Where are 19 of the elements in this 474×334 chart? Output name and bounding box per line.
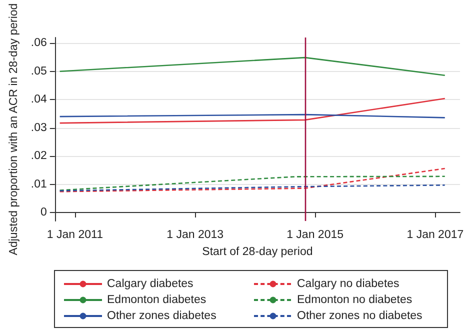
y-axis-title: Adjusted proportion with an ACR in 28-day period (8, 3, 20, 256)
y-tick-label: .02 (30, 150, 47, 162)
x-axis-title: Start of 28-day period (202, 246, 313, 258)
x-tick-label: 1 Jan 2017 (406, 229, 464, 241)
legend-label: Edmonton diabetes (107, 294, 206, 306)
legend-label: Calgary no diabetes (297, 278, 400, 290)
y-tick-label: .04 (30, 94, 48, 106)
y-tick-label: .06 (30, 37, 47, 50)
x-tick-label: 1 Jan 2013 (166, 229, 224, 241)
legend-label: Other zones diabetes (107, 310, 217, 322)
y-tick-label: .03 (30, 122, 47, 134)
x-tick-label: 1 Jan 2015 (286, 229, 344, 241)
legend-label: Other zones no diabetes (297, 310, 423, 322)
x-tick-label: 1 Jan 2011 (46, 229, 103, 241)
legend-label: Calgary diabetes (107, 278, 194, 290)
y-tick-label: 0 (40, 206, 47, 219)
y-tick-label: .01 (30, 178, 47, 190)
legend-label: Edmonton no diabetes (297, 294, 412, 306)
y-tick-label: .05 (30, 65, 47, 78)
